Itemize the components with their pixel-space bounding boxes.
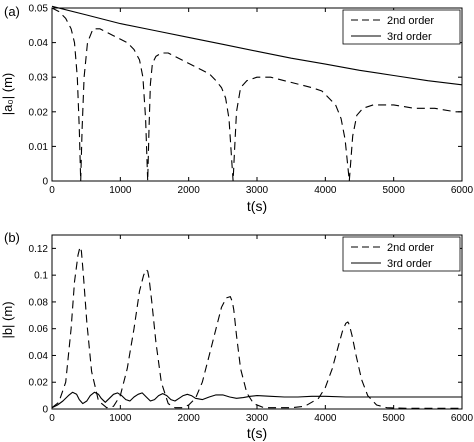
y-tick-label-a-2: 0.02 bbox=[29, 107, 49, 118]
x-tick-label-a-6: 6000 bbox=[451, 185, 474, 196]
legend-label-3rd-order-b: 3rd order bbox=[387, 258, 432, 270]
panel-label-a: (a) bbox=[4, 4, 20, 19]
series-line-3rd-order-a bbox=[51, 5, 463, 86]
x-tick-label-a-3: 3000 bbox=[246, 185, 269, 196]
series-lines-a bbox=[51, 5, 463, 182]
series-line-3rd-order-b bbox=[51, 391, 462, 409]
x-axis-label-b: t(s) bbox=[247, 425, 267, 441]
x-tick-label-a-4: 4000 bbox=[314, 185, 337, 196]
x-tick-label-b-0: 0 bbox=[49, 413, 55, 424]
legend-label-2nd-order-b: 2nd order bbox=[387, 242, 434, 254]
series-line-2nd-order-b bbox=[51, 246, 462, 409]
y-tick-label-a-1: 0.01 bbox=[29, 142, 49, 153]
y-tick-label-b-0: 0 bbox=[42, 405, 48, 416]
axis-ticks-b: 0 1000 2000 3000 4000 5000 6000 0 0.02 0.04 0.06 0.… bbox=[29, 235, 474, 424]
series-line-2nd-order-a bbox=[51, 7, 462, 182]
y-tick-label-b-1: 0.02 bbox=[29, 378, 49, 389]
x-tick-label-a-2: 2000 bbox=[178, 185, 201, 196]
panel-label-b: (b) bbox=[4, 230, 20, 245]
x-tick-label-b-3: 3000 bbox=[246, 413, 269, 424]
panel-a: (a) 0 1000 2000 3000 4000 5000 6000 0 0.01 0.02 0.… bbox=[0, 4, 474, 215]
x-tick-label-b-1: 1000 bbox=[109, 413, 132, 424]
legend-b: 2nd order 3rd order bbox=[342, 236, 461, 272]
x-tick-label-b-4: 4000 bbox=[314, 413, 337, 424]
legend-label-3rd-order-a: 3rd order bbox=[387, 31, 432, 43]
y-axis-label-b: |b| (m) bbox=[0, 301, 15, 338]
axis-ticks-a: 0 1000 2000 3000 4000 5000 6000 0 0.01 0.02 0.03 0.… bbox=[29, 4, 474, 197]
y-tick-label-b-4: 0.08 bbox=[29, 297, 49, 308]
x-tick-label-b-6: 6000 bbox=[451, 413, 474, 424]
y-tick-label-a-3: 0.03 bbox=[29, 73, 49, 84]
y-tick-label-b-6: 0.12 bbox=[29, 244, 49, 255]
series-lines-b bbox=[51, 246, 462, 409]
x-axis-label-a: t(s) bbox=[247, 198, 267, 214]
legend-box-b bbox=[342, 236, 461, 272]
y-tick-label-a-0: 0 bbox=[42, 177, 48, 188]
x-tick-label-b-2: 2000 bbox=[178, 413, 201, 424]
legend-a: 2nd order 3rd order bbox=[342, 9, 461, 45]
y-tick-label-b-5: 0.1 bbox=[34, 271, 48, 282]
y-axis-label-a: |a₀| (m) bbox=[0, 73, 15, 115]
y-tick-label-b-2: 0.04 bbox=[29, 351, 49, 362]
y-tick-label-a-4: 0.04 bbox=[29, 38, 49, 49]
legend-box-a bbox=[342, 9, 461, 45]
y-tick-label-a-5: 0.05 bbox=[29, 4, 49, 15]
x-tick-label-a-0: 0 bbox=[49, 185, 55, 196]
x-tick-label-a-5: 5000 bbox=[383, 185, 406, 196]
x-tick-label-a-1: 1000 bbox=[109, 185, 132, 196]
legend-label-2nd-order-a: 2nd order bbox=[387, 15, 434, 27]
panel-b: (b) 0 1000 2000 3000 4000 5000 6000 0 0.02 0.04 0.… bbox=[0, 230, 474, 441]
x-tick-label-b-5: 5000 bbox=[383, 413, 406, 424]
y-tick-label-b-3: 0.06 bbox=[29, 324, 49, 335]
